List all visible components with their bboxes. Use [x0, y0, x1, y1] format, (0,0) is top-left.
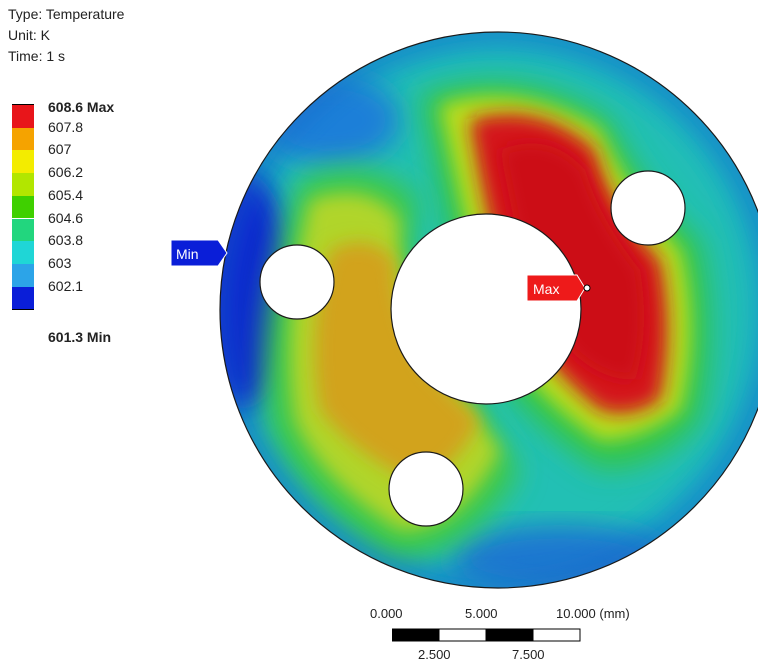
- legend-tick-label: 603: [48, 254, 72, 271]
- legend-tick-label: 606.2: [48, 164, 84, 181]
- scale-label-10: 10.000 (mm): [556, 606, 630, 621]
- result-info: Type: Temperature Unit: K Time: 1 s: [8, 4, 124, 67]
- scale-label-5: 5.000: [465, 606, 498, 621]
- legend-tick-label: 605.4: [48, 186, 84, 203]
- scale-label-7-5: 7.500: [512, 647, 545, 662]
- legend-swatch: [12, 286, 34, 310]
- right-hole: [610, 170, 686, 246]
- legend-swatch: [12, 263, 34, 287]
- max-probe[interactable]: Max: [526, 274, 591, 302]
- legend-tick-label: 607: [48, 141, 72, 158]
- legend-swatch: [12, 150, 34, 174]
- min-probe-label: Min: [176, 246, 199, 262]
- result-type: Type: Temperature: [8, 6, 125, 22]
- max-probe-label: Max: [533, 281, 559, 297]
- legend-tick-label: 602.1: [48, 277, 84, 294]
- legend-max-label: 608.6 Max: [48, 99, 115, 115]
- legend-swatch: [12, 173, 34, 196]
- max-probe-point: [583, 284, 591, 292]
- disk-outline: [219, 31, 758, 589]
- legend-swatch: [12, 195, 34, 219]
- result-time: Time: 1 s: [8, 48, 66, 64]
- result-unit: Unit: K: [8, 27, 51, 43]
- bottom-hole: [388, 451, 464, 527]
- legend-swatch: [12, 127, 34, 151]
- legend-tick-label: 607.8: [48, 118, 84, 135]
- center-hole: [390, 213, 582, 405]
- legend-tick-label: 604.6: [48, 209, 84, 226]
- legend-bottom-divider: [12, 309, 34, 311]
- legend-swatch: [12, 241, 34, 264]
- legend-min-label: 601.3 Min: [48, 329, 112, 345]
- legend-swatch: [12, 218, 34, 242]
- scale-label-2-5: 2.500: [418, 647, 451, 662]
- scale-label-0: 0.000: [370, 606, 403, 621]
- left-hole: [259, 244, 335, 320]
- legend-top-divider: [12, 104, 34, 105]
- legend-swatch: [12, 105, 34, 128]
- legend-tick-label: 603.8: [48, 232, 84, 249]
- min-probe[interactable]: Min: [170, 239, 228, 267]
